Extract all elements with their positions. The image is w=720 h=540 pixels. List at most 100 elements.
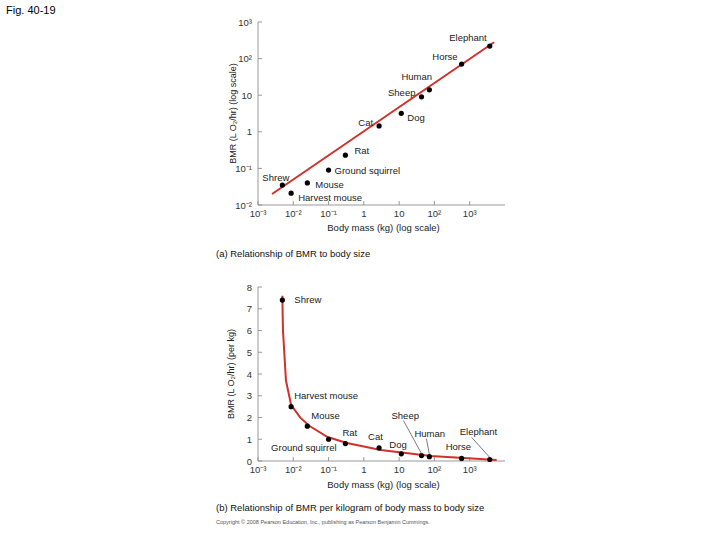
x-tick-label: 1: [361, 464, 366, 475]
point-label: Shrew: [262, 172, 289, 183]
point-label: Ground squirrel: [271, 442, 336, 453]
x-tick: [469, 201, 470, 205]
point: [326, 437, 331, 442]
point-label: Elephant: [449, 32, 487, 43]
y-tick-label: 10³: [238, 17, 252, 28]
y-tick: [258, 308, 262, 309]
chart: 10⁻³10⁻²10⁻¹11010²10³10⁻²10⁻¹11010²10³Bo…: [216, 17, 505, 260]
x-tick-label: 10: [394, 464, 405, 475]
y-tick-label: 8: [247, 282, 252, 293]
point-label: Dog: [407, 112, 424, 123]
point: [399, 451, 404, 456]
x-axis: [258, 461, 505, 462]
point: [399, 111, 404, 116]
y-tick: [258, 461, 262, 462]
y-tick: [258, 287, 262, 288]
x-tick-label: 1: [361, 208, 366, 219]
x-tick-label: 10⁻²: [285, 464, 302, 475]
point: [343, 153, 348, 158]
point-label: Mouse: [315, 179, 344, 190]
point: [280, 182, 285, 187]
y-tick: [258, 205, 262, 206]
point: [459, 61, 464, 66]
y-tick-label: 1: [247, 126, 252, 137]
point: [419, 453, 424, 458]
point-label: Shrew: [294, 294, 321, 305]
x-tick-label: 10⁻¹: [320, 208, 337, 219]
point: [305, 424, 310, 429]
point-label: Horse: [432, 51, 457, 62]
x-tick: [258, 201, 259, 205]
y-tick: [258, 168, 262, 169]
point-label: Elephant: [460, 426, 498, 437]
copyright: Copyright © 2008 Pearson Education, Inc.…: [216, 519, 430, 525]
y-tick-label: 6: [247, 325, 252, 336]
leader-line: [472, 437, 490, 457]
chart: 10⁻³10⁻²10⁻¹11010²10³012345678Body mass …: [216, 282, 505, 514]
point: [289, 191, 294, 196]
trend-line: [282, 296, 496, 460]
x-tick-label: 10³: [463, 464, 477, 475]
y-tick-label: 10²: [238, 53, 252, 64]
y-tick-label: 4: [247, 369, 252, 380]
x-tick: [399, 457, 400, 461]
plot-area: [280, 296, 497, 462]
point: [326, 167, 331, 172]
point-label: Human: [414, 428, 445, 439]
y-tick: [258, 352, 262, 353]
point: [487, 457, 492, 462]
x-tick-label: 10⁻³: [250, 464, 267, 475]
point: [280, 297, 285, 302]
y-tick: [258, 95, 262, 96]
x-tick-label: 10⁻³: [250, 208, 267, 219]
point-label: Human: [401, 71, 432, 82]
point-label: Sheep: [391, 410, 418, 421]
x-tick: [434, 201, 435, 205]
trend-line: [272, 42, 494, 194]
point-label: Harvest mouse: [294, 390, 358, 401]
x-tick-label: 10⁻²: [285, 208, 302, 219]
point-label: Mouse: [311, 410, 340, 421]
x-tick-label: 10: [394, 208, 405, 219]
point-label: Cat: [358, 117, 373, 128]
y-tick: [258, 395, 262, 396]
point: [419, 94, 424, 99]
y-tick-label: 10: [241, 90, 252, 101]
y-tick-label: 0: [247, 456, 252, 467]
point: [343, 441, 348, 446]
y-tick: [258, 439, 262, 440]
y-tick: [258, 374, 262, 375]
y-tick-label: 5: [247, 347, 252, 358]
point-label: Dog: [389, 439, 406, 450]
x-tick-label: 10³: [463, 208, 477, 219]
y-tick-label: 3: [247, 390, 252, 401]
point: [305, 180, 310, 185]
y-tick-label: 1: [247, 434, 252, 445]
x-axis-label: Body mass (kg) (log scale): [327, 479, 439, 490]
point: [289, 404, 294, 409]
y-tick: [258, 58, 262, 59]
point: [376, 123, 381, 128]
x-tick: [363, 457, 364, 461]
point-label: Rat: [342, 427, 357, 438]
x-tick: [293, 201, 294, 205]
point-label: Sheep: [388, 87, 415, 98]
leader-line: [426, 439, 429, 455]
point: [376, 445, 381, 450]
x-axis: [258, 205, 505, 206]
x-tick: [258, 457, 259, 461]
point-label: Rat: [354, 145, 369, 156]
point: [427, 87, 432, 92]
x-axis-label: Body mass (kg) (log scale): [327, 222, 439, 233]
y-axis-label: BMR (L O₂/hr) (log scale): [228, 63, 238, 164]
figure: Fig. 40-19 Copyright © 2008 Pearson Educa…: [0, 0, 720, 540]
point: [427, 454, 432, 459]
x-tick: [434, 457, 435, 461]
y-tick: [258, 417, 262, 418]
x-tick: [293, 457, 294, 461]
x-tick-label: 10²: [428, 208, 442, 219]
figure-label: Fig. 40-19: [6, 4, 56, 16]
point-labels: ShrewHarvest mouseMouseGround squirrelRa…: [262, 32, 487, 203]
x-tick: [363, 201, 364, 205]
x-tick: [399, 201, 400, 205]
